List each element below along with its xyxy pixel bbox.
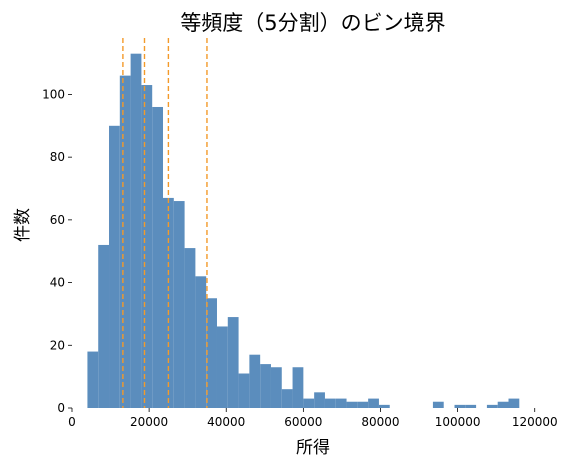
histogram-bar xyxy=(368,398,379,408)
x-tick-label: 40000 xyxy=(207,415,245,429)
histogram-bar xyxy=(119,75,131,408)
y-axis: 0 20 40 60 80 100 xyxy=(42,87,72,415)
y-tick-label: 40 xyxy=(50,276,65,290)
chart-title: 等頻度（5分割）のビン境界 xyxy=(180,11,445,35)
histogram-bar xyxy=(378,404,390,408)
histogram-bar xyxy=(465,404,477,408)
histogram-bar xyxy=(314,392,325,408)
histogram-bar xyxy=(324,398,336,408)
y-tick-label: 20 xyxy=(50,338,65,352)
x-tick-label: 100000 xyxy=(435,415,481,429)
histogram-bar xyxy=(486,404,498,408)
histogram-bar xyxy=(432,401,444,408)
histogram-bar xyxy=(206,298,217,408)
histogram-bar xyxy=(238,373,250,408)
histogram-bar xyxy=(130,53,142,408)
x-tick-label: 0 xyxy=(68,415,76,429)
x-tick-label: 120000 xyxy=(512,415,558,429)
histogram-bar xyxy=(195,276,207,408)
histogram-bar xyxy=(281,389,293,408)
histogram-bar xyxy=(508,398,520,408)
histogram-bars xyxy=(87,53,520,409)
x-axis: 0 20000 40000 60000 80000 100000 120000 xyxy=(68,408,558,429)
histogram-bar xyxy=(260,364,271,408)
y-tick-label: 80 xyxy=(50,150,65,164)
histogram-bar xyxy=(87,351,99,408)
histogram-bar xyxy=(357,401,369,408)
histogram-bar xyxy=(173,201,185,408)
histogram-bar xyxy=(454,404,466,408)
x-tick-label: 80000 xyxy=(361,415,399,429)
histogram-bar xyxy=(270,367,282,408)
x-tick-label: 60000 xyxy=(284,415,322,429)
histogram-bar xyxy=(335,398,347,408)
histogram-bar xyxy=(303,398,315,408)
histogram-bar xyxy=(141,85,153,408)
y-tick-label: 0 xyxy=(57,401,65,415)
x-tick-label: 20000 xyxy=(130,415,168,429)
histogram-bar xyxy=(152,106,164,409)
histogram-bar xyxy=(292,367,304,408)
y-tick-label: 60 xyxy=(50,213,65,227)
histogram-bar xyxy=(497,401,509,408)
histogram-bar xyxy=(109,125,120,409)
bin-boundary-lines xyxy=(122,38,208,408)
histogram-bar xyxy=(98,244,110,408)
histogram-bar xyxy=(346,401,358,408)
x-axis-title: 所得 xyxy=(296,438,330,458)
y-axis-title: 件数 xyxy=(13,208,33,242)
histogram-bar xyxy=(249,354,261,408)
histogram-bar xyxy=(184,248,196,408)
histogram-bar xyxy=(227,317,239,408)
y-tick-label: 100 xyxy=(42,87,65,101)
histogram-bar xyxy=(216,326,228,408)
